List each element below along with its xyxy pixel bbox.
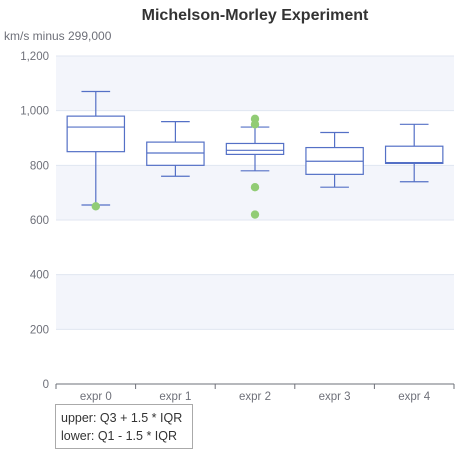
y-tick-label: 200 xyxy=(30,324,49,336)
y-axis-ticks: 0 200 400 600 800 1,000 1,200 xyxy=(20,51,49,391)
background-band xyxy=(56,274,454,330)
x-tick-label: expr 1 xyxy=(159,391,191,403)
box-expr-3 xyxy=(305,131,364,188)
y-tick-label: 400 xyxy=(30,270,49,282)
outlier-point xyxy=(250,120,260,129)
chart-title: Michelson-Morley Experiment xyxy=(142,7,369,24)
box-expr-1 xyxy=(146,120,205,177)
iqr-box xyxy=(66,115,126,153)
outliers xyxy=(91,114,260,219)
x-axis: expr 0 expr 1 expr 2 expr 3 expr 4 xyxy=(55,383,455,403)
boxes xyxy=(66,90,444,206)
iqr-box xyxy=(146,141,205,166)
y-axis-label: km/s minus 299,000 xyxy=(4,29,112,43)
y-tick-label: 1,200 xyxy=(20,51,49,63)
outlier-point xyxy=(250,183,260,192)
outlier-point xyxy=(91,202,101,211)
box-expr-4 xyxy=(384,123,444,183)
x-tick-label: expr 0 xyxy=(80,391,112,403)
y-tick-label: 800 xyxy=(30,160,49,172)
x-tick-label: expr 3 xyxy=(319,391,351,403)
box-expr-2 xyxy=(225,126,285,172)
x-tick-label: expr 4 xyxy=(398,391,431,403)
iqr-box xyxy=(384,145,444,165)
x-tick-label: expr 2 xyxy=(239,391,271,403)
y-tick-label: 1,000 xyxy=(20,106,49,118)
background-bands xyxy=(56,56,454,330)
iqr-note-box: upper: Q3 + 1.5 * IQR lower: Q1 - 1.5 * … xyxy=(55,404,193,449)
iqr-note-upper: upper: Q3 + 1.5 * IQR xyxy=(61,411,183,425)
outlier-point xyxy=(250,210,260,219)
y-tick-label: 0 xyxy=(43,379,49,391)
iqr-note-lower: lower: Q1 - 1.5 * IQR xyxy=(61,429,178,443)
background-band xyxy=(56,56,454,111)
box-expr-0 xyxy=(66,90,126,206)
iqr-box xyxy=(225,142,285,155)
y-tick-label: 600 xyxy=(30,215,49,227)
